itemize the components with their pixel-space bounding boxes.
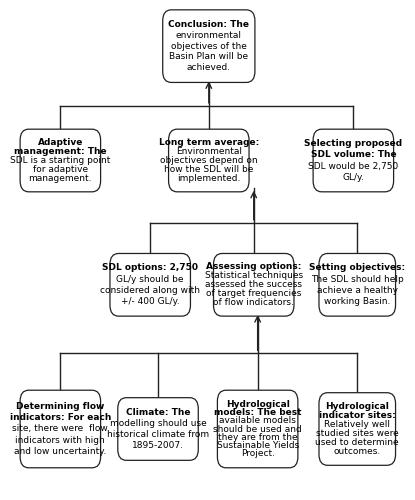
- FancyBboxPatch shape: [213, 254, 294, 316]
- Text: GL/y should be: GL/y should be: [117, 274, 184, 283]
- Text: GL/y.: GL/y.: [342, 173, 364, 182]
- Text: achieved.: achieved.: [187, 63, 231, 72]
- Text: assessed the success: assessed the success: [205, 280, 302, 289]
- FancyBboxPatch shape: [319, 254, 395, 316]
- FancyBboxPatch shape: [20, 390, 100, 468]
- Text: how the SDL will be: how the SDL will be: [164, 165, 254, 174]
- Text: management: The: management: The: [14, 147, 107, 156]
- Text: should be used and: should be used and: [213, 424, 302, 434]
- Text: studied sites were: studied sites were: [316, 429, 399, 438]
- Text: indicator sites:: indicator sites:: [319, 411, 395, 420]
- Text: Hydrological: Hydrological: [226, 400, 290, 409]
- Text: Setting objectives:: Setting objectives:: [309, 264, 405, 272]
- Text: Assessing options:: Assessing options:: [206, 262, 301, 272]
- Text: of target frequencies: of target frequencies: [206, 290, 301, 298]
- Text: Selecting proposed: Selecting proposed: [304, 139, 403, 148]
- Text: Relatively well: Relatively well: [324, 420, 390, 429]
- FancyBboxPatch shape: [20, 129, 100, 192]
- FancyBboxPatch shape: [163, 10, 255, 83]
- Text: objectives depend on: objectives depend on: [160, 156, 258, 165]
- Text: Environmental: Environmental: [176, 147, 242, 156]
- Text: Project.: Project.: [241, 449, 275, 458]
- Text: Climate: The: Climate: The: [126, 408, 190, 416]
- Text: SDL is a starting point: SDL is a starting point: [10, 156, 110, 165]
- Text: indicators: For each: indicators: For each: [10, 413, 111, 422]
- Text: 1895-2007.: 1895-2007.: [132, 442, 184, 450]
- Text: SDL volume: The: SDL volume: The: [310, 150, 396, 160]
- Text: and low uncertainty.: and low uncertainty.: [14, 448, 107, 456]
- Text: management.: management.: [29, 174, 92, 183]
- Text: considered along with: considered along with: [100, 286, 200, 295]
- Text: Basin Plan will be: Basin Plan will be: [169, 52, 248, 61]
- Text: outcomes.: outcomes.: [334, 446, 381, 456]
- Text: SDL options: 2,750: SDL options: 2,750: [102, 264, 198, 272]
- Text: Long term average:: Long term average:: [159, 138, 259, 147]
- Text: indicators with high: indicators with high: [15, 436, 105, 445]
- Text: environmental: environmental: [176, 31, 242, 40]
- Text: objectives of the: objectives of the: [171, 42, 247, 50]
- Text: working Basin.: working Basin.: [324, 297, 391, 306]
- Text: models: The best: models: The best: [214, 408, 301, 417]
- Text: historical climate from: historical climate from: [107, 430, 209, 439]
- Text: of flow indicators.: of flow indicators.: [213, 298, 294, 307]
- Text: Hydrological: Hydrological: [325, 402, 389, 411]
- Text: Determining flow: Determining flow: [16, 402, 105, 410]
- FancyBboxPatch shape: [313, 129, 393, 192]
- Text: they are from the: they are from the: [218, 432, 298, 442]
- FancyBboxPatch shape: [319, 392, 395, 466]
- FancyBboxPatch shape: [118, 398, 198, 460]
- Text: Sustainable Yields: Sustainable Yields: [217, 441, 299, 450]
- Text: available models: available models: [219, 416, 296, 426]
- Text: The SDL should help: The SDL should help: [311, 274, 404, 283]
- Text: for adaptive: for adaptive: [33, 165, 88, 174]
- Text: modelling should use: modelling should use: [110, 419, 206, 428]
- Text: +/- 400 GL/y.: +/- 400 GL/y.: [121, 297, 180, 306]
- Text: Adaptive: Adaptive: [38, 138, 83, 147]
- Text: Statistical techniques: Statistical techniques: [205, 272, 303, 280]
- Text: used to determine: used to determine: [315, 438, 399, 447]
- Text: Conclusion: The: Conclusion: The: [168, 20, 249, 30]
- FancyBboxPatch shape: [168, 129, 249, 192]
- Text: implemented.: implemented.: [177, 174, 241, 183]
- Text: site, there were  flow: site, there were flow: [12, 424, 108, 434]
- FancyBboxPatch shape: [217, 390, 298, 468]
- FancyBboxPatch shape: [110, 254, 190, 316]
- Text: SDL would be 2,750: SDL would be 2,750: [308, 162, 398, 170]
- Text: achieve a healthy: achieve a healthy: [317, 286, 398, 295]
